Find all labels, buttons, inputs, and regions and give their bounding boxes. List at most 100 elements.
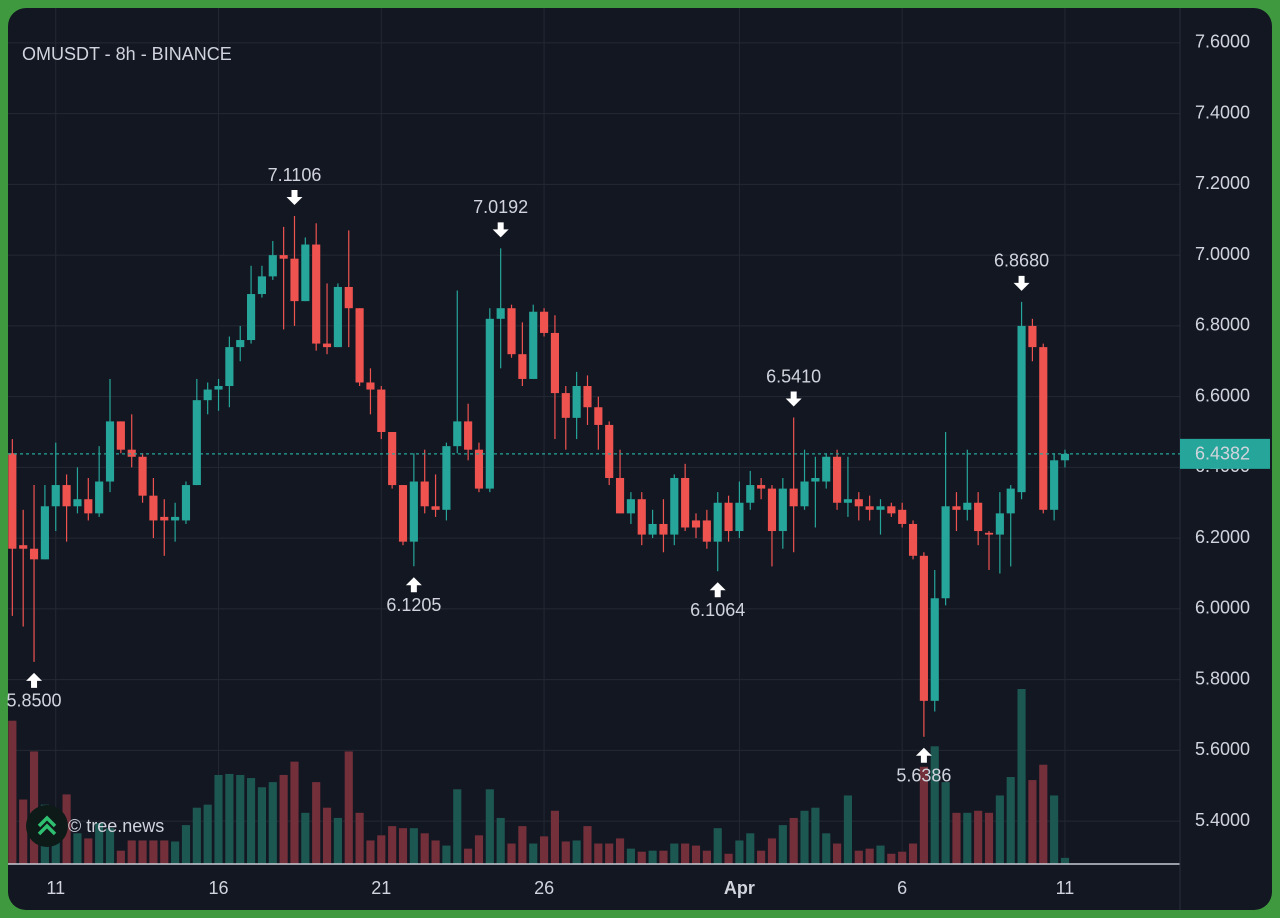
candle-body xyxy=(811,477,820,482)
volume-bar xyxy=(1050,795,1059,864)
candle-body xyxy=(29,548,39,560)
x-tick-label: 11 xyxy=(1056,878,1075,898)
high-label: 6.5410 xyxy=(766,366,821,386)
volume-bar xyxy=(464,848,473,864)
candle-body xyxy=(453,421,462,447)
candle-body xyxy=(833,456,842,503)
volume-bar xyxy=(930,746,939,864)
candle-body xyxy=(247,294,256,341)
volume-bar xyxy=(442,845,451,864)
low-label: 6.1064 xyxy=(690,600,745,620)
candle-body xyxy=(908,523,918,556)
high-label: 7.1106 xyxy=(268,165,322,185)
volume-bar xyxy=(366,840,375,864)
candle-body xyxy=(637,499,646,535)
candle-body xyxy=(420,481,429,507)
candle-body xyxy=(550,332,560,394)
volume-bar xyxy=(919,766,928,864)
candle-body xyxy=(474,449,484,489)
volume-bar xyxy=(247,778,256,864)
volume-bar xyxy=(388,826,397,864)
volume-bar xyxy=(279,774,288,864)
y-tick-label: 6.6000 xyxy=(1195,385,1250,405)
volume-bar xyxy=(149,840,158,864)
candle-body xyxy=(290,258,299,302)
candle-body xyxy=(442,446,451,510)
volume-bar xyxy=(702,850,711,864)
volume-bar xyxy=(550,810,560,864)
volume-bar xyxy=(974,810,983,864)
candle-body xyxy=(984,532,994,535)
axes: 7.60007.40007.20007.00006.80006.60006.40… xyxy=(8,32,1270,898)
y-tick-label: 5.6000 xyxy=(1195,739,1250,759)
candle-body xyxy=(594,407,603,425)
y-tick-label: 6.8000 xyxy=(1195,315,1250,335)
volume-bar xyxy=(1028,780,1037,864)
volume-bar xyxy=(746,833,755,864)
high-arrow xyxy=(785,391,802,407)
volume-bar xyxy=(333,817,342,864)
low-label: 6.1205 xyxy=(386,595,441,615)
volume-bar xyxy=(529,843,538,864)
low-arrow xyxy=(709,582,726,598)
candle-body xyxy=(724,502,733,532)
candle-body xyxy=(1017,325,1026,493)
volume-bar xyxy=(192,807,201,864)
volume-bar xyxy=(865,848,874,864)
volume-bar xyxy=(19,799,28,864)
volume-bar xyxy=(659,850,668,864)
candle-body xyxy=(572,386,581,418)
candle-body xyxy=(1006,488,1015,514)
candle-body xyxy=(974,502,983,532)
volume-bar xyxy=(344,751,353,864)
volume-bar xyxy=(84,838,93,864)
candle-body xyxy=(366,382,375,390)
watermark: © tree.news xyxy=(26,805,164,847)
volume-bar xyxy=(898,851,907,864)
candle-body xyxy=(51,485,60,507)
volume-bar xyxy=(268,782,277,864)
candle-body xyxy=(333,286,342,348)
y-tick-label: 7.4000 xyxy=(1195,102,1250,122)
volume-bar xyxy=(963,812,972,864)
volume-bar xyxy=(507,843,516,864)
candle-body xyxy=(691,520,701,528)
candle-body xyxy=(615,477,625,514)
volume-bar xyxy=(691,845,701,864)
volume-bar xyxy=(312,782,321,864)
volume-bar xyxy=(171,841,180,864)
volume-bar xyxy=(757,850,766,864)
x-tick-label: Apr xyxy=(724,878,755,898)
volume-bar xyxy=(876,845,885,864)
candle-body xyxy=(930,598,939,701)
candle-body xyxy=(160,516,169,521)
high-label: 6.8680 xyxy=(994,251,1049,271)
candle-body xyxy=(876,506,885,510)
volume-bar xyxy=(116,850,125,864)
volume-bar xyxy=(431,840,440,864)
candle-body xyxy=(301,244,310,302)
candle-body xyxy=(626,499,635,514)
volume-bar xyxy=(594,843,603,864)
y-tick-label: 6.0000 xyxy=(1195,598,1250,618)
volume-bar xyxy=(605,843,614,864)
volume-bar xyxy=(290,761,299,864)
volume-bar xyxy=(561,841,570,864)
candle-body xyxy=(149,495,158,521)
candle-body xyxy=(995,513,1004,535)
candle-body xyxy=(822,456,831,482)
low-arrow xyxy=(26,672,43,688)
candle-body xyxy=(19,545,28,549)
candle-body xyxy=(95,481,104,514)
candle-body xyxy=(203,389,212,401)
high-label: 7.0192 xyxy=(473,197,528,217)
volume-bar xyxy=(409,828,418,864)
low-label: 5.8500 xyxy=(7,691,62,711)
x-tick-label: 11 xyxy=(46,878,65,898)
volume-bar xyxy=(355,812,364,864)
candle-body xyxy=(127,449,136,457)
last-price-label: 6.4382 xyxy=(1195,444,1250,464)
volume-bar xyxy=(995,795,1004,864)
high-arrow xyxy=(1013,275,1030,291)
